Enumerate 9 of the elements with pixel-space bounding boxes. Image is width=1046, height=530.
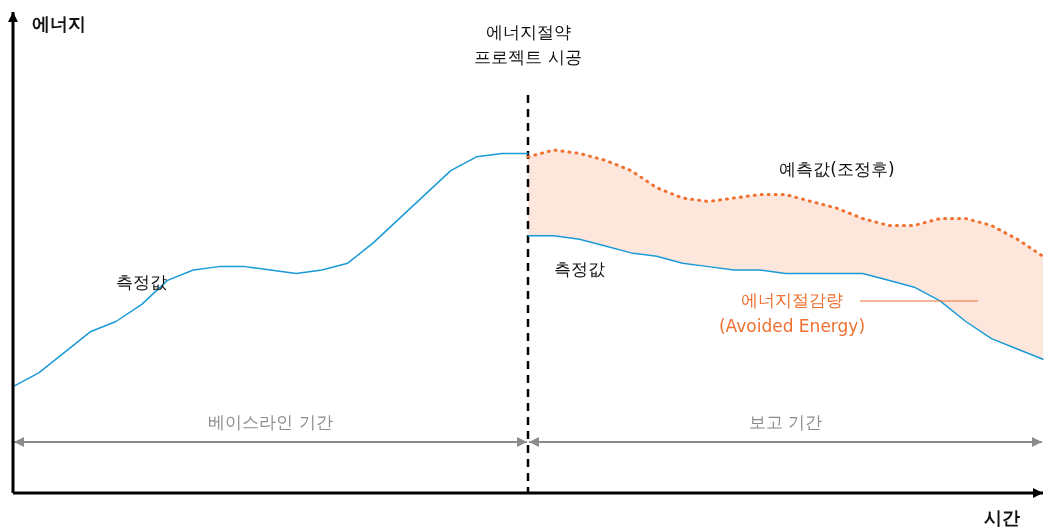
annotation: 에너지절감량 (Avoided Energy): [718, 290, 866, 336]
annotation: 베이스라인 기간: [208, 412, 333, 432]
x-axis-title: 시간: [984, 507, 1020, 528]
series-label: 측정값: [116, 272, 167, 293]
series-label: 예측값(조정후): [779, 159, 895, 180]
series-label: 측정값: [553, 258, 605, 279]
annotation: 보고 기간: [748, 412, 823, 432]
text: 에너지절약 프로젝트 시공: [474, 22, 582, 67]
text: 에너지: [32, 13, 86, 34]
